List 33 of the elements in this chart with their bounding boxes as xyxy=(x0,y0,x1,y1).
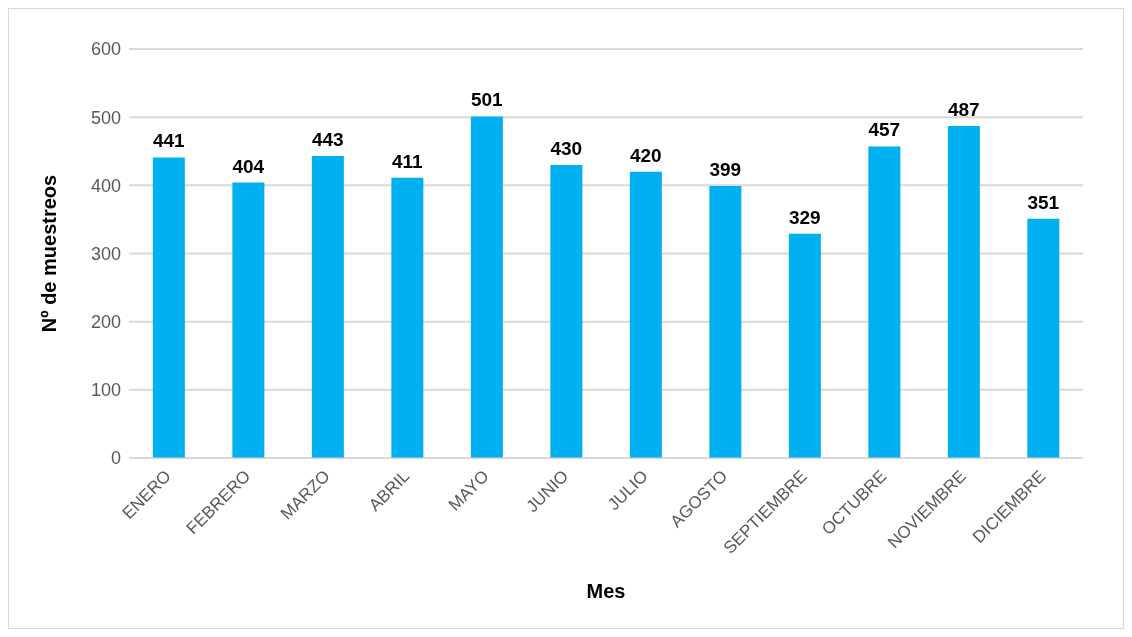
bar xyxy=(152,157,185,458)
y-tick-label: 300 xyxy=(90,243,121,264)
bar xyxy=(391,177,424,458)
y-tick-label: 0 xyxy=(110,448,121,469)
data-label: 443 xyxy=(312,129,344,151)
bar xyxy=(550,164,583,458)
y-axis-title: Nº de muestreos xyxy=(38,174,61,333)
data-label: 399 xyxy=(709,159,742,181)
y-tick-label: 100 xyxy=(90,380,121,401)
bar xyxy=(232,182,265,458)
data-label: 420 xyxy=(630,144,662,166)
bar xyxy=(470,116,503,458)
y-tick-label: 500 xyxy=(90,107,121,128)
x-axis-title: Mes xyxy=(586,580,626,602)
data-label: 487 xyxy=(948,99,980,121)
bar xyxy=(868,146,901,458)
bar xyxy=(709,186,742,458)
y-tick-label: 400 xyxy=(90,175,121,196)
bar xyxy=(947,126,980,458)
bar xyxy=(311,156,344,458)
data-label: 501 xyxy=(471,89,504,111)
data-label: 404 xyxy=(232,155,265,177)
y-tick-label: 600 xyxy=(90,39,121,60)
data-label: 457 xyxy=(868,119,901,141)
y-tick-label: 200 xyxy=(90,312,121,333)
data-label: 430 xyxy=(550,137,583,159)
data-label: 351 xyxy=(1027,191,1060,213)
data-label: 411 xyxy=(392,150,424,172)
data-label: 441 xyxy=(153,130,186,152)
bar xyxy=(788,233,821,458)
bar xyxy=(629,171,662,458)
data-label: 329 xyxy=(789,206,821,228)
bar xyxy=(1027,218,1060,458)
